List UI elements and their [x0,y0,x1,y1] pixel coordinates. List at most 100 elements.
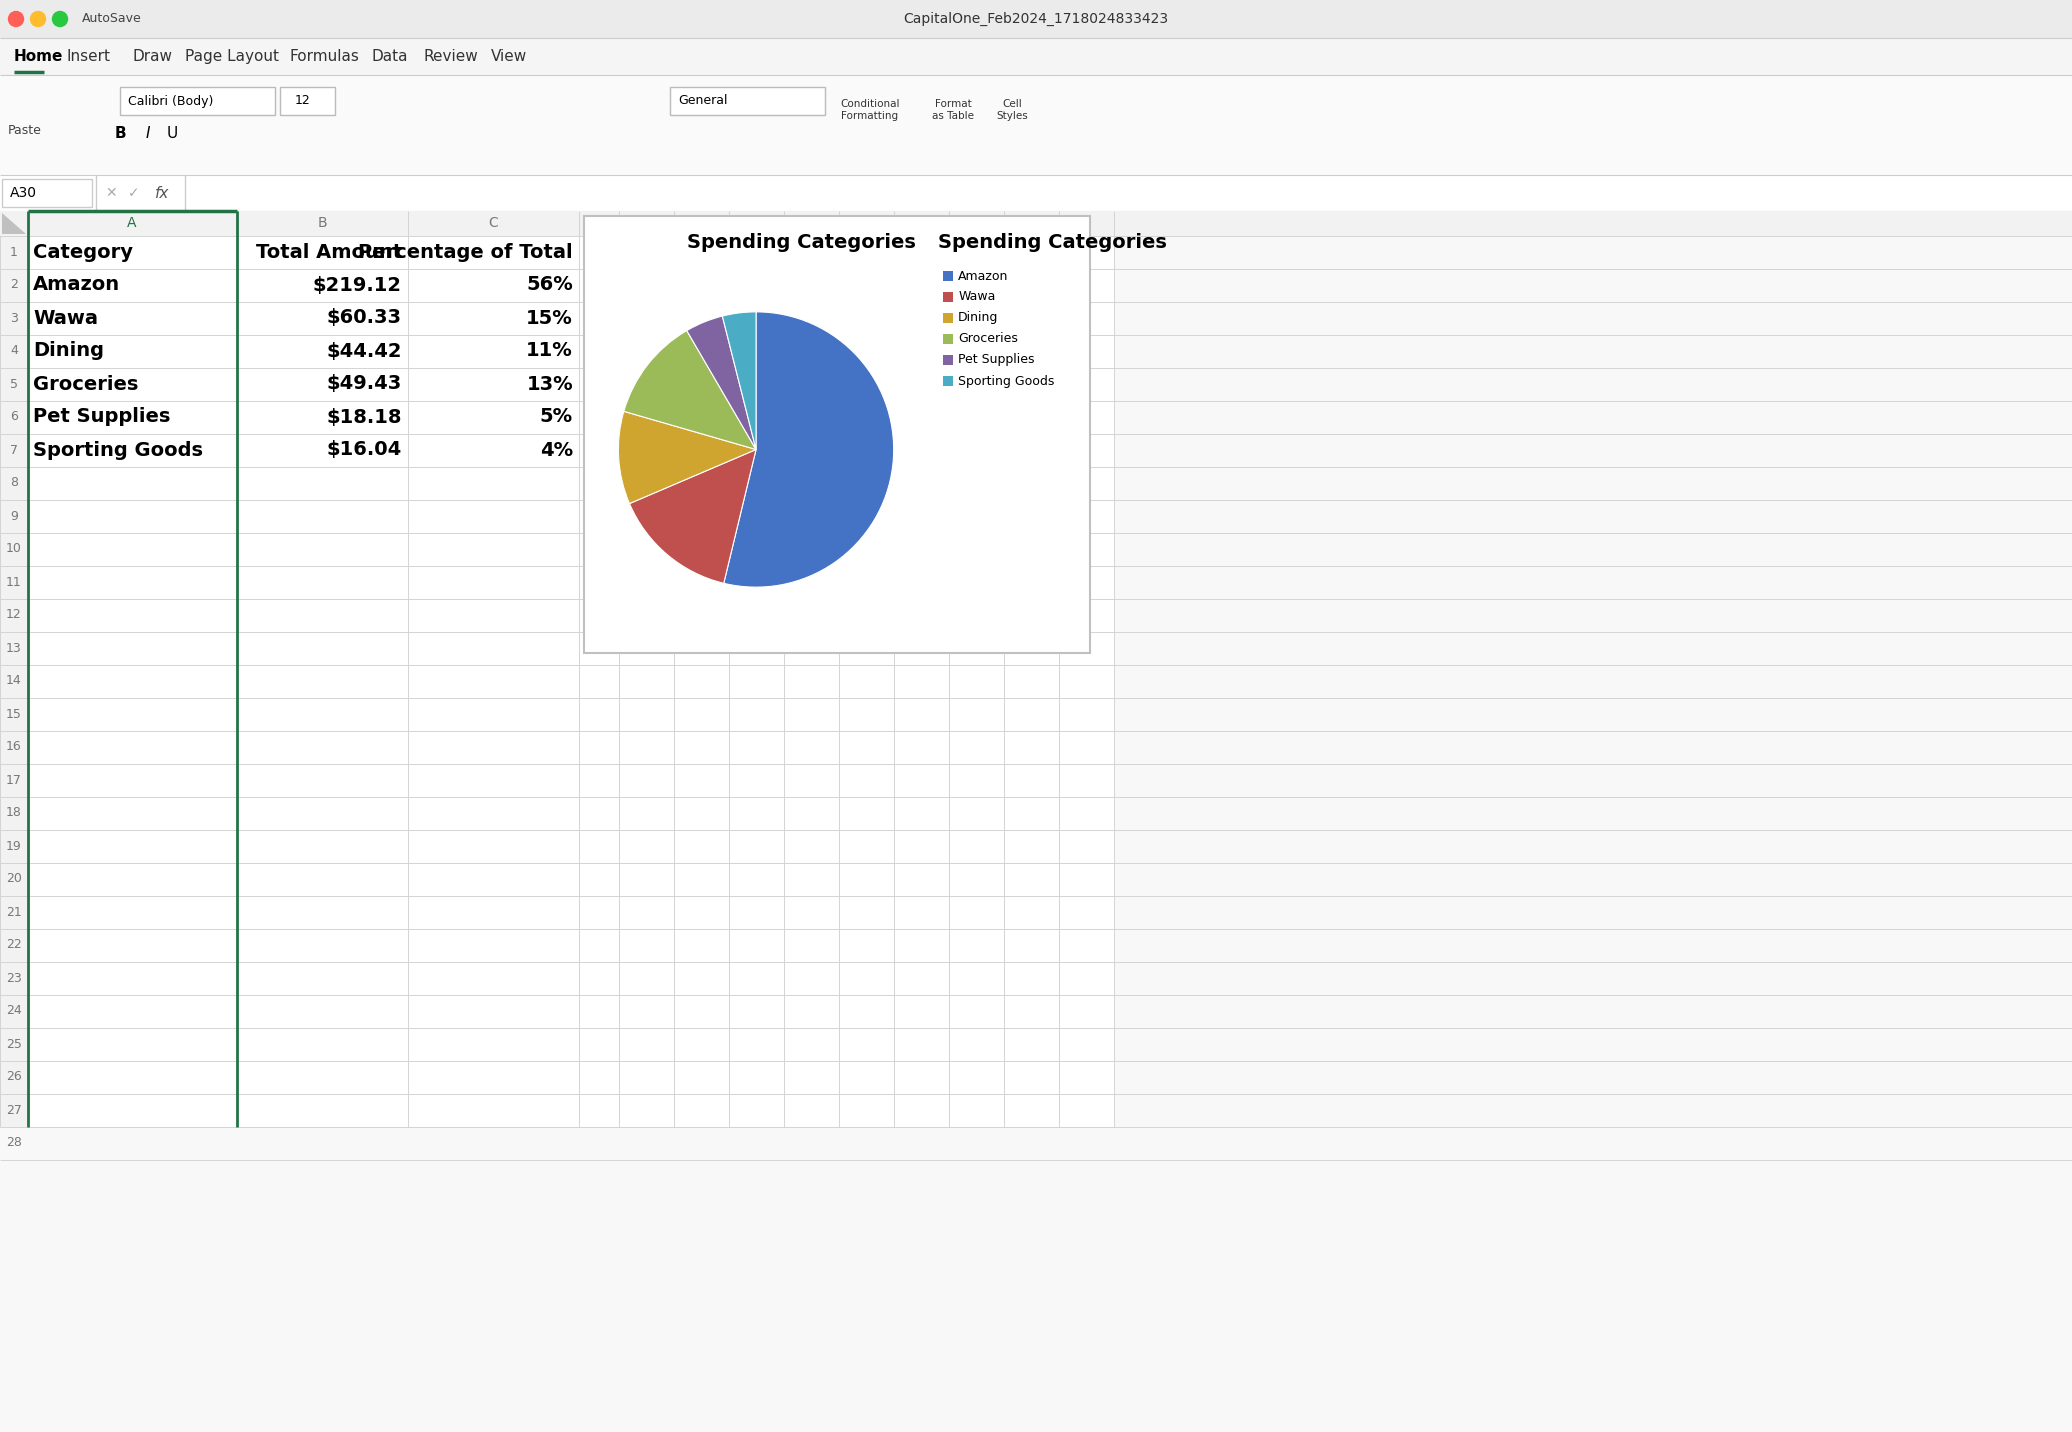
FancyBboxPatch shape [0,236,29,1127]
FancyBboxPatch shape [669,87,825,115]
Text: A30: A30 [10,186,37,200]
Text: Groceries: Groceries [957,332,1017,345]
Text: E: E [642,216,651,231]
Text: 21: 21 [6,905,23,918]
Circle shape [31,11,46,27]
Text: 10: 10 [6,543,23,556]
Text: 11: 11 [6,576,23,589]
Text: Wawa: Wawa [33,308,97,328]
Text: 4%: 4% [541,441,574,460]
Text: 15: 15 [6,707,23,720]
Text: 5: 5 [10,378,19,391]
Text: Calibri (Body): Calibri (Body) [128,95,213,107]
Text: F: F [696,216,704,231]
Text: D: D [593,216,605,231]
Text: I: I [864,216,868,231]
Text: Spending Categories: Spending Categories [939,233,1167,252]
Text: 6: 6 [10,411,19,424]
Text: 19: 19 [6,839,23,852]
Text: 8: 8 [10,477,19,490]
FancyBboxPatch shape [943,355,953,365]
Text: B: B [114,126,126,140]
Text: 23: 23 [6,971,23,985]
Text: General: General [678,95,727,107]
Text: K: K [972,216,980,231]
Text: 2: 2 [10,278,19,292]
Text: 28: 28 [6,1137,23,1150]
Circle shape [52,11,68,27]
Text: 18: 18 [6,806,23,819]
Text: Insert: Insert [66,49,110,64]
Text: Groceries: Groceries [33,375,139,394]
FancyBboxPatch shape [0,211,2072,236]
Text: U: U [166,126,178,140]
Text: $18.18: $18.18 [327,408,402,427]
Text: A: A [126,216,137,231]
Text: Formulas: Formulas [290,49,358,64]
Text: 15%: 15% [526,308,574,328]
FancyBboxPatch shape [0,0,2072,39]
Text: Cell
Styles: Cell Styles [997,99,1028,120]
FancyBboxPatch shape [280,87,336,115]
Text: J: J [920,216,922,231]
Text: Amazon: Amazon [33,275,120,295]
Text: Pet Supplies: Pet Supplies [957,354,1034,367]
Text: Paste: Paste [8,123,41,136]
Text: 12: 12 [6,609,23,621]
FancyBboxPatch shape [29,236,1115,1127]
Text: $16.04: $16.04 [327,441,402,460]
Text: 27: 27 [6,1104,23,1117]
Text: 12: 12 [294,95,311,107]
Text: 3: 3 [10,312,19,325]
FancyBboxPatch shape [0,211,29,236]
Text: Sporting Goods: Sporting Goods [33,441,203,460]
FancyBboxPatch shape [0,39,2072,74]
Text: H: H [806,216,816,231]
Wedge shape [686,316,756,450]
Text: 17: 17 [6,773,23,786]
Text: $60.33: $60.33 [327,308,402,328]
Text: 26: 26 [6,1071,23,1084]
Text: 16: 16 [6,740,23,753]
Text: Category: Category [33,242,133,262]
Text: Home: Home [15,49,64,64]
Text: AutoSave: AutoSave [83,13,141,26]
Text: 14: 14 [6,674,23,687]
Text: fx: fx [155,186,170,200]
Text: 56%: 56% [526,275,574,295]
Wedge shape [624,331,756,450]
Text: L: L [1028,216,1034,231]
Text: Sporting Goods: Sporting Goods [957,375,1055,388]
FancyBboxPatch shape [2,179,91,208]
FancyBboxPatch shape [0,175,2072,211]
FancyBboxPatch shape [943,314,953,324]
Wedge shape [723,312,756,450]
Circle shape [8,11,23,27]
Text: 7: 7 [10,444,19,457]
Text: View: View [491,49,526,64]
FancyBboxPatch shape [943,292,953,302]
FancyBboxPatch shape [943,271,953,281]
Text: 1: 1 [10,245,19,259]
Text: Pet Supplies: Pet Supplies [33,408,170,427]
FancyBboxPatch shape [0,211,2072,1432]
Text: $44.42: $44.42 [327,341,402,361]
Text: 20: 20 [6,872,23,885]
FancyBboxPatch shape [584,216,1090,653]
Text: 24: 24 [6,1004,23,1018]
Text: Spending Categories: Spending Categories [688,233,916,252]
Text: B: B [317,216,327,231]
Text: 9: 9 [10,510,19,523]
Wedge shape [723,312,893,587]
Text: 13%: 13% [526,375,574,394]
Text: G: G [750,216,760,231]
Text: 25: 25 [6,1038,23,1051]
Text: $219.12: $219.12 [313,275,402,295]
Text: ✓: ✓ [128,186,139,200]
Text: Wawa: Wawa [957,291,995,304]
Text: Draw: Draw [133,49,172,64]
Text: Dining: Dining [957,312,999,325]
Wedge shape [630,450,756,583]
FancyBboxPatch shape [29,211,236,236]
FancyBboxPatch shape [943,334,953,344]
